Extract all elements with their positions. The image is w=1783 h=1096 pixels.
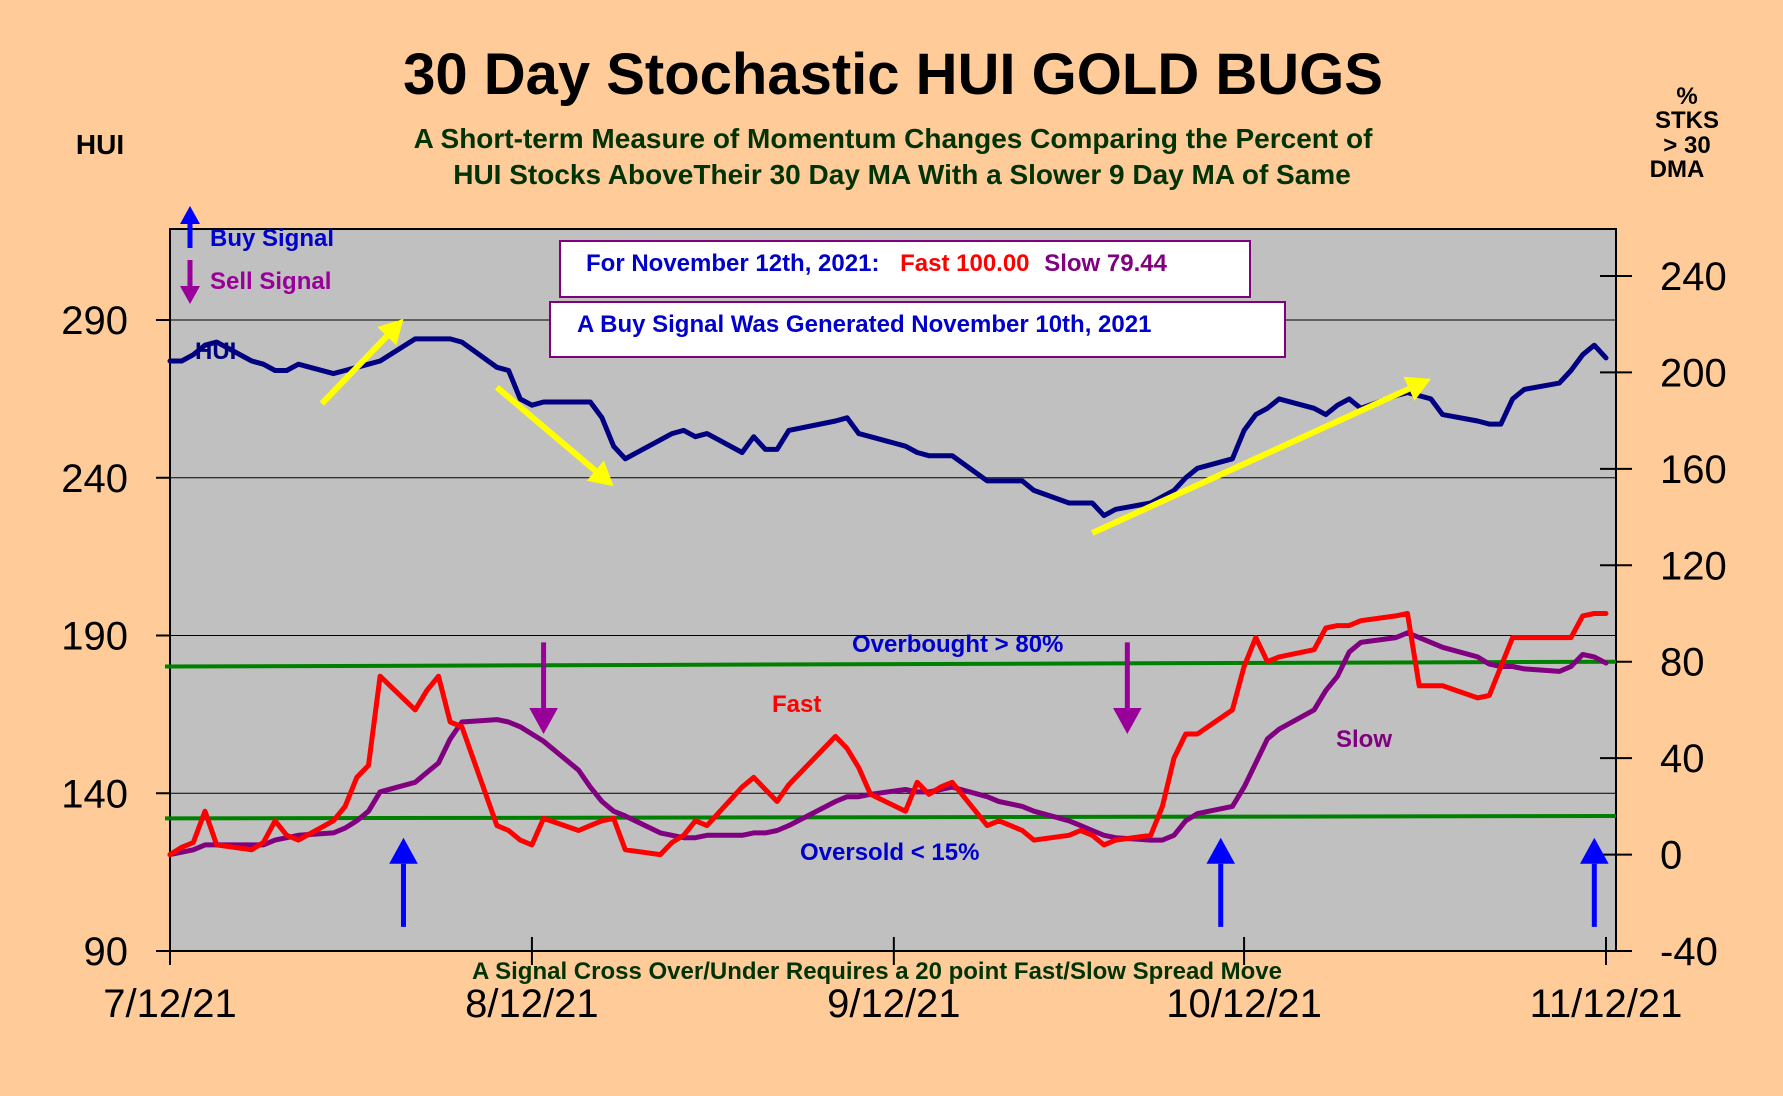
buy-signal-arrow-icon-head	[389, 837, 418, 864]
trend-arrow-up-icon-head	[1403, 376, 1431, 401]
left-axis-tick-label: 190	[61, 615, 128, 659]
left-axis-tick-label: 290	[61, 299, 128, 343]
buy-signal-arrow-icon-head	[1206, 837, 1236, 864]
right-axis-tick-label: 160	[1660, 448, 1727, 492]
trend-arrow-up-icon	[319, 334, 389, 406]
legend-buy-label: Buy Signal	[210, 225, 334, 252]
right-axis-title-line4: DMA	[1650, 156, 1705, 183]
legend: Buy Signal Sell Signal	[180, 206, 334, 304]
buy-signal-arrow-icon-head	[1580, 837, 1609, 864]
x-axis-tick-label: 8/12/21	[465, 982, 598, 1026]
left-axis: 90 140 190 240 290	[61, 299, 170, 974]
oversold-label: Oversold < 15%	[800, 839, 979, 866]
threshold-lines	[164, 659, 1617, 821]
right-axis-tick-label: 240	[1660, 255, 1727, 299]
info-box-prefix: For November 12th, 2021:	[586, 250, 879, 277]
threshold-line	[164, 659, 1617, 669]
right-axis-tick-label: 200	[1660, 351, 1727, 395]
fast-line	[167, 611, 1609, 858]
x-axis: 7/12/21 8/12/21 9/12/21 10/12/21 11/12/21	[103, 937, 1682, 1026]
chart-subtitle-line1: A Short-term Measure of Momentum Changes…	[414, 123, 1374, 154]
sell-signal-arrow-icon-head	[1113, 708, 1142, 735]
right-axis-tick-label: -40	[1660, 930, 1718, 974]
right-axis-title-line3: > 30	[1663, 132, 1710, 159]
info-box: For November 12th, 2021: Fast 100.00 Slo…	[559, 240, 1251, 298]
right-axis-tick-label: 80	[1660, 641, 1705, 685]
info-box-fast: Fast 100.00	[900, 250, 1029, 277]
left-axis-title: HUI	[76, 129, 124, 160]
trend-arrow-up-icon	[1091, 386, 1411, 536]
right-axis: -40 0 40 80 120 160 200 240	[1600, 255, 1727, 974]
left-axis-tick-label: 90	[84, 930, 129, 974]
threshold-line	[164, 814, 1617, 821]
x-axis-tick-label: 9/12/21	[827, 982, 960, 1026]
info-box-frame	[559, 240, 1251, 298]
signal-arrows	[389, 642, 1609, 927]
legend-sell-label: Sell Signal	[210, 268, 331, 295]
signal-box: A Buy Signal Was Generated November 10th…	[549, 301, 1286, 358]
right-axis-tick-label: 0	[1660, 834, 1682, 878]
right-axis-title-line1: %	[1676, 83, 1697, 110]
right-axis-tick-label: 120	[1660, 544, 1727, 588]
overbought-label: Overbought > 80%	[852, 631, 1063, 658]
trend-arrow-down-icon	[494, 385, 598, 473]
chart-subtitle-line2: HUI Stocks AboveTheir 30 Day MA With a S…	[453, 159, 1351, 190]
trend-arrows	[319, 318, 1431, 536]
info-box-slow: Slow 79.44	[1044, 250, 1167, 277]
buy-legend-arrowhead-icon	[180, 206, 200, 224]
x-axis-tick-label: 11/12/21	[1530, 982, 1683, 1026]
trend-arrow-down-icon-head	[586, 460, 614, 487]
sell-signal-arrow-icon-head	[529, 708, 558, 735]
sell-legend-arrowhead-icon	[180, 286, 200, 304]
info-box-text: For November 12th, 2021: Fast 100.00 Slo…	[586, 250, 1168, 277]
trend-arrow-up-icon-head	[377, 318, 404, 346]
signal-box-frame	[549, 301, 1286, 358]
slow-line	[167, 630, 1609, 858]
footer-note: A Signal Cross Over/Under Requires a 20 …	[472, 958, 1282, 985]
right-axis-title-line2: STKS	[1655, 107, 1719, 134]
hui-series-label: HUI	[195, 338, 236, 365]
left-axis-tick-label: 240	[61, 457, 128, 501]
slow-series-label: Slow	[1336, 726, 1392, 753]
x-axis-tick-label: 10/12/21	[1166, 982, 1322, 1026]
right-axis-tick-label: 40	[1660, 737, 1705, 781]
x-axis-tick-label: 7/12/21	[103, 982, 236, 1026]
chart-title: 30 Day Stochastic HUI GOLD BUGS	[403, 42, 1383, 107]
fast-series-label: Fast	[772, 691, 821, 718]
signal-box-text: A Buy Signal Was Generated November 10th…	[577, 311, 1151, 338]
left-axis-tick-label: 140	[61, 772, 128, 816]
